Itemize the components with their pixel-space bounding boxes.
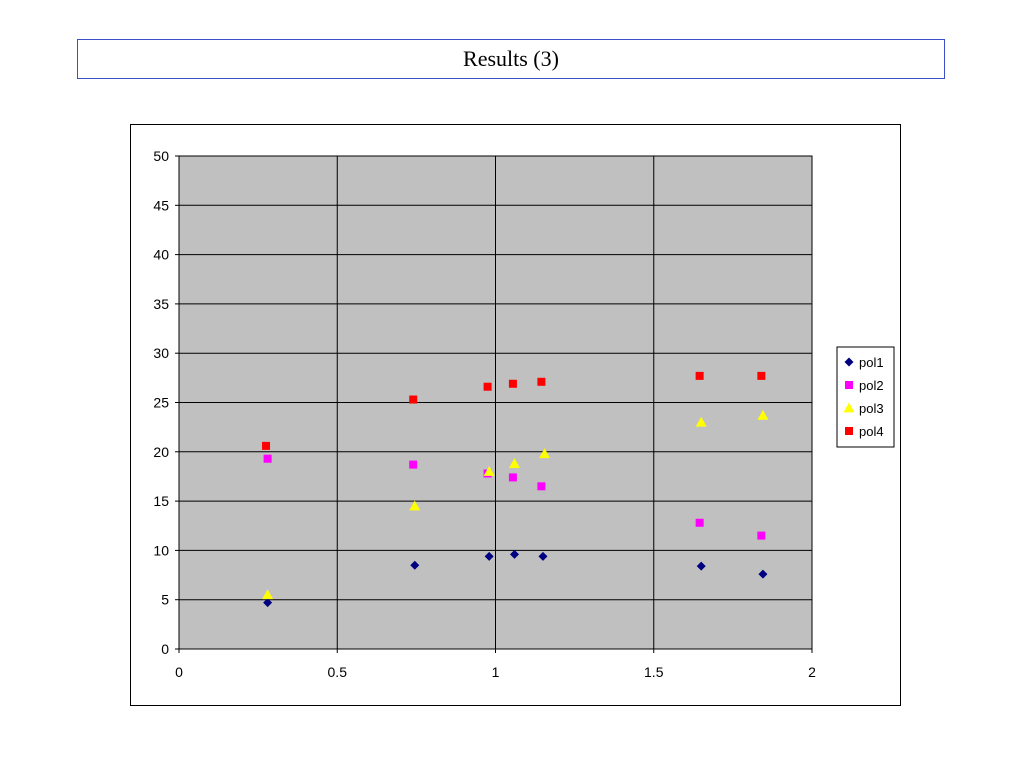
legend-pol4-marker [845, 427, 853, 435]
y-tick-label: 40 [153, 247, 169, 263]
legend-pol1-label: pol1 [859, 355, 884, 370]
pol2-point [537, 482, 546, 491]
pol3-point [508, 458, 520, 469]
y-tick-label: 50 [153, 148, 169, 164]
pol1-point [509, 549, 519, 559]
pol3-point [409, 500, 421, 511]
legend-pol2-label: pol2 [859, 378, 884, 393]
pol2-point [695, 518, 704, 527]
pol2-point [508, 473, 517, 482]
pol4-point [537, 377, 546, 386]
x-tick-label: 1 [492, 664, 500, 680]
pol4-point [483, 382, 492, 391]
x-tick-label: 0.5 [328, 664, 348, 680]
slide-title: Results (3) [463, 46, 559, 71]
legend-pol3-marker [843, 402, 855, 413]
pol2-point [263, 454, 272, 463]
pol1-point [410, 560, 420, 570]
pol4-point [757, 371, 766, 380]
y-tick-label: 0 [161, 641, 169, 657]
pol2-point [409, 460, 418, 469]
pol4-point [508, 379, 517, 388]
y-tick-label: 10 [153, 542, 169, 558]
pol1-point [263, 598, 273, 608]
y-tick-label: 5 [161, 592, 169, 608]
slide-title-box: Results (3) [77, 39, 945, 79]
pol3-point [695, 416, 707, 427]
y-tick-label: 25 [153, 395, 169, 411]
scatter-chart: 0 5 10 15 20 25 30 35 40 45 50 0 0.5 1 1.5 2 pol1 pol2 pol… [153, 148, 895, 680]
y-tick-label: 20 [153, 444, 169, 460]
pol4-point [695, 371, 704, 380]
x-tick-label: 2 [808, 664, 816, 680]
y-tick-label: 30 [153, 345, 169, 361]
chart-frame: 0 5 10 15 20 25 30 35 40 45 50 0 0.5 1 1.5 2 pol1 pol2 pol… [130, 124, 901, 706]
pol4-point [409, 395, 418, 404]
y-tick-label: 15 [153, 493, 169, 509]
legend-pol3-label: pol3 [859, 401, 884, 416]
pol2-point [757, 531, 766, 540]
pol1-point [484, 551, 494, 561]
pol3-point [483, 466, 495, 476]
legend-pol2-marker [845, 381, 853, 389]
x-tick-label: 1.5 [644, 664, 664, 680]
y-tick-label: 35 [153, 296, 169, 312]
pol1-point [758, 569, 768, 579]
pol3-point [539, 448, 551, 459]
legend-pol1-marker [844, 357, 854, 367]
x-tick-label: 0 [175, 664, 183, 680]
pol3-point [262, 589, 274, 600]
y-tick-label: 45 [153, 197, 169, 213]
pol1-point [538, 551, 548, 561]
legend-pol4-label: pol4 [859, 424, 884, 439]
pol3-point [757, 409, 769, 420]
pol4-point [262, 441, 271, 450]
pol1-point [696, 561, 706, 571]
